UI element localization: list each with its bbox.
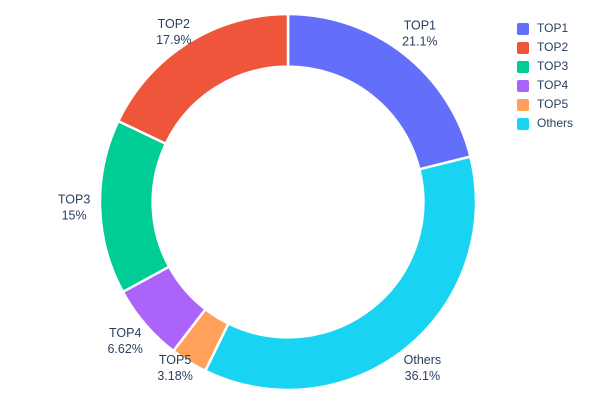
legend-item-top1[interactable]: TOP1	[517, 22, 573, 35]
slice-label-top2: TOP2 17.9%	[156, 17, 191, 47]
legend-swatch-top5	[517, 98, 529, 111]
slice-label-top4: TOP4 6.62%	[107, 326, 142, 356]
slice-top2[interactable]	[117, 12, 290, 145]
slice-label-top5: TOP5 3.18%	[157, 353, 192, 383]
legend-swatch-top3	[517, 60, 529, 73]
legend-item-top5[interactable]: TOP5	[517, 98, 573, 111]
legend-item-top4[interactable]: TOP4	[517, 79, 573, 92]
slice-label-others: Others 36.1%	[404, 353, 442, 383]
legend: TOP1 TOP2 TOP3 TOP4 TOP5 Others	[517, 22, 573, 130]
legend-item-others[interactable]: Others	[517, 117, 573, 130]
slice-label-top3: TOP3 15%	[58, 193, 90, 223]
slice-top1[interactable]	[286, 12, 472, 171]
legend-swatch-top4	[517, 79, 529, 92]
legend-label-top1: TOP1	[537, 21, 569, 35]
legend-item-top2[interactable]: TOP2	[517, 41, 573, 54]
legend-item-top3[interactable]: TOP3	[517, 60, 573, 73]
legend-swatch-top2	[517, 41, 529, 54]
legend-label-top4: TOP4	[537, 78, 569, 92]
legend-swatch-others	[517, 117, 529, 130]
legend-swatch-top1	[517, 22, 529, 35]
slice-label-top1: TOP1 21.1%	[402, 18, 437, 48]
legend-label-top2: TOP2	[537, 40, 569, 54]
legend-label-top5: TOP5	[537, 97, 569, 111]
legend-label-others: Others	[537, 116, 574, 130]
slice-others[interactable]	[203, 155, 478, 392]
slice-top3[interactable]	[98, 119, 171, 294]
legend-label-top3: TOP3	[537, 59, 569, 73]
